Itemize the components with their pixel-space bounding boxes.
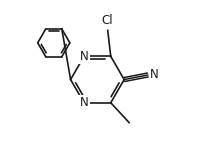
Text: Cl: Cl bbox=[101, 14, 112, 27]
Text: N: N bbox=[79, 96, 88, 109]
Text: N: N bbox=[149, 69, 157, 81]
Text: N: N bbox=[79, 50, 88, 63]
